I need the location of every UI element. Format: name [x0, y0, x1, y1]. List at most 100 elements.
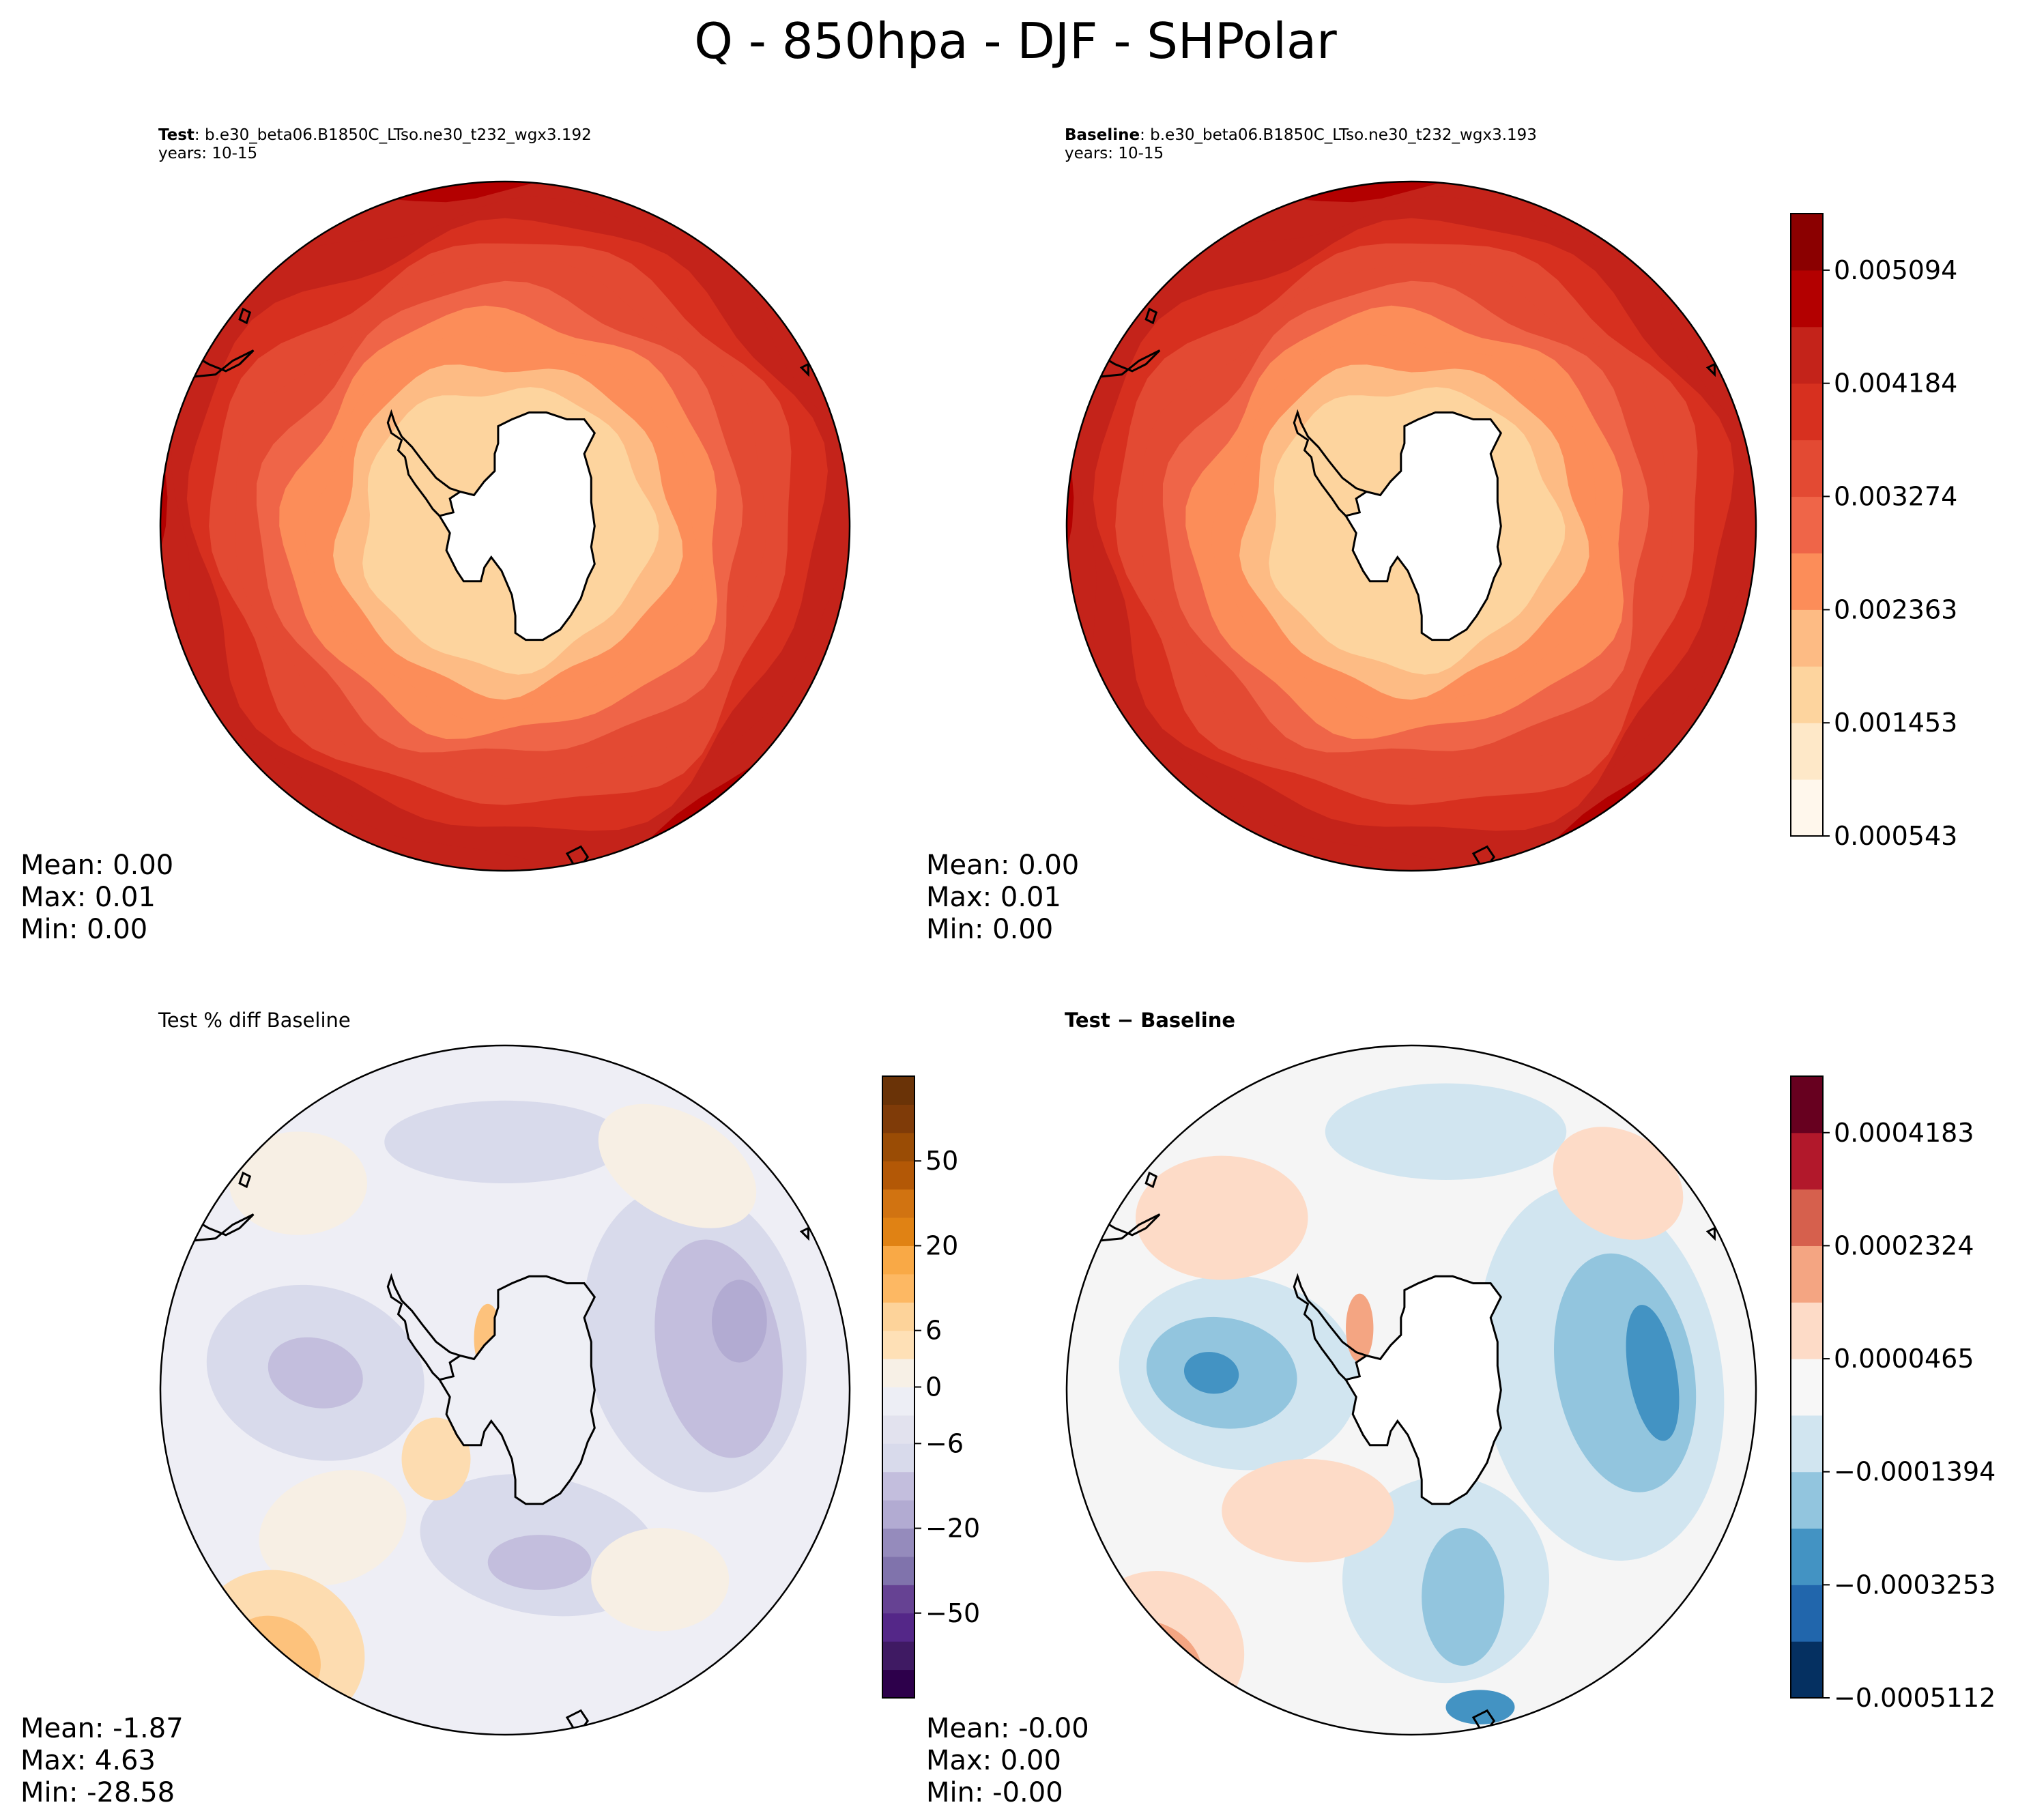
colorbar-segment [882, 1273, 914, 1303]
difference-map [1065, 1044, 1757, 1736]
colorbar-tick-label: 0.003274 [1834, 481, 1957, 511]
colorbar-segment [1791, 779, 1823, 837]
colorbar-segment [1791, 1189, 1823, 1246]
contour-blob [1222, 1459, 1394, 1563]
baseline-map [1065, 180, 1757, 872]
test-map [159, 180, 851, 872]
colorbar-tick-label: −20 [925, 1514, 980, 1544]
colorbar-tick-label: 0.000543 [1834, 821, 1957, 851]
test-max: Max: 0.01 [20, 882, 156, 913]
colorbar-tick-label: −6 [925, 1428, 964, 1458]
colorbar-segment [882, 1585, 914, 1614]
contour-blob [712, 1280, 767, 1363]
colorbar-tick-label: 0.001453 [1834, 708, 1957, 738]
colorbar-segment [1791, 496, 1823, 553]
colorbar-segment [1791, 383, 1823, 441]
colorbar-tick-label: 50 [925, 1146, 958, 1176]
contour-blob [259, 1470, 407, 1586]
tasmania-coastline [1705, 1226, 1716, 1241]
baseline-mean: Mean: 0.00 [926, 850, 1080, 881]
colorbar-segment [882, 1500, 914, 1529]
contour-blob [1445, 1690, 1515, 1724]
tasmania-coastline [799, 1226, 809, 1241]
colorbar-segment [882, 1132, 914, 1161]
colorbar-segment [882, 1076, 914, 1105]
coastline [437, 411, 596, 641]
percent-diff-title: Test % diff Baseline [158, 1009, 351, 1032]
colorbar-segment [882, 1330, 914, 1359]
contour-blob [1136, 1155, 1308, 1280]
colorbar-tick-label: 0.0004183 [1834, 1118, 1974, 1148]
colorbar-segment [1791, 666, 1823, 723]
contour-blob [1346, 1293, 1374, 1363]
colorbar-tick-label: 0.0002324 [1834, 1230, 1974, 1260]
contour-blob [401, 1417, 471, 1501]
colorbar-tick-label: 0 [925, 1372, 942, 1402]
tasmania-coastline [799, 362, 809, 377]
colorbar-segment [1791, 1076, 1823, 1133]
peninsula-coastline [1293, 1273, 1367, 1381]
contour-blob [1325, 1083, 1567, 1180]
contour-blob [1119, 1653, 1166, 1692]
contour-blob [1626, 1305, 1680, 1441]
antarctica-mask [1346, 412, 1501, 640]
colorbar-segment [882, 1245, 914, 1275]
colorbar-tick-label: −50 [925, 1598, 980, 1628]
colorbar-tick-label: 0.002363 [1834, 594, 1957, 624]
baseline-stats: Mean: 0.00 Max: 0.01 Min: 0.00 [926, 850, 1079, 946]
colorbar-segment [882, 1471, 914, 1501]
test-case-name: : b.e30_beta06.B1850C_LTso.ne30_t232_wgx… [194, 126, 592, 144]
contour-blob [229, 1131, 367, 1235]
island-coastline [1144, 1171, 1158, 1189]
contour-blob [1553, 1127, 1684, 1240]
peninsula-coastline [1293, 409, 1367, 517]
baseline-colorbar: 0.000543 0.001453 0.002363 0.003274 0.004184… [1790, 213, 1957, 851]
baseline-case-name: : b.e30_beta06.B1850C_LTso.ne30_t232_wgx… [1140, 126, 1537, 144]
colorbar-segment [882, 1161, 914, 1190]
colorbar-segment [882, 1528, 914, 1557]
island-coastline [238, 307, 252, 325]
difference-colorbar: 0.0004183 0.0002324 0.0000465 −0.0001394 −0.… [1790, 1075, 1996, 1713]
colorbar-segment [1791, 1471, 1823, 1529]
contour-blob [1183, 1352, 1239, 1394]
island-coastline [1144, 307, 1158, 325]
antarctica-fill [1346, 1276, 1501, 1504]
map-boundary [159, 1044, 851, 1736]
colorbar-frame [1790, 213, 1824, 837]
test-min: Min: 0.00 [20, 914, 148, 945]
antarctica-mask [440, 412, 595, 640]
colorbar-segment [1791, 723, 1823, 780]
colorbar-segment [1791, 1302, 1823, 1359]
colorbar-tick-label: 0.004184 [1834, 369, 1957, 399]
tasmania-coastline [1705, 362, 1716, 377]
colorbar-segment [1791, 1641, 1823, 1699]
contour-blob [591, 1528, 730, 1632]
antarctica-fill [440, 1276, 595, 1504]
colorbar-segment [882, 1556, 914, 1585]
baseline-max: Max: 0.01 [926, 882, 1061, 913]
colorbar-tick-label: −0.0005112 [1834, 1683, 1996, 1713]
colorbar-segment [882, 1189, 914, 1218]
colorbar-segment [1791, 1359, 1823, 1416]
contour-blob [268, 1337, 363, 1409]
figure-title: Q - 850hpa - DJF - SHPolar [694, 12, 1337, 70]
colorbar-segment [1791, 326, 1823, 384]
colorbar-segment [1791, 439, 1823, 497]
contour-blob [487, 1535, 592, 1590]
contour-blob [1422, 1528, 1505, 1666]
map-boundary [159, 180, 851, 872]
colorbar-tick-label: 20 [925, 1230, 958, 1260]
colorbar-frame [1790, 1075, 1824, 1699]
baseline-panel-subtitle: Baseline: b.e30_beta06.B1850C_LTso.ne30_… [1065, 126, 1537, 163]
test-stats: Mean: 0.00 Max: 0.01 Min: 0.00 [20, 850, 173, 946]
test-years: years: 10-15 [158, 145, 258, 162]
percent-diff-colorbar: 50 20 6 0 −6 −20 −50 [882, 1075, 980, 1699]
colorbar-segment [882, 1613, 914, 1642]
colorbar-segment [1791, 1245, 1823, 1303]
difference-title: Test − Baseline [1065, 1009, 1236, 1032]
colorbar-tick-label: 0.0000465 [1834, 1344, 1974, 1374]
colorbar-segment [882, 1443, 914, 1473]
percent-diff-mean: Mean: -1.87 [20, 1713, 184, 1744]
colorbar-segment [882, 1302, 914, 1331]
